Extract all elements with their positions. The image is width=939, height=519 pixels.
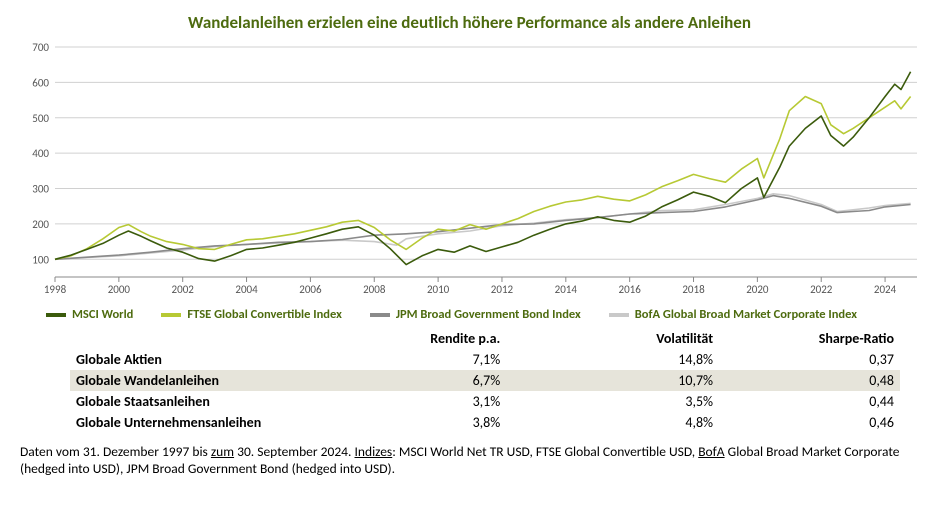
footnote-text: Daten vom 31. Dezember 1997 bis [20,443,211,460]
legend-item: MSCI World [46,307,133,322]
chart-legend: MSCI World FTSE Global Convertible Index J… [14,301,925,326]
legend-label: MSCI World [72,307,133,322]
svg-text:2018: 2018 [682,283,705,296]
legend-label: JPM Broad Government Bond Index [396,307,581,322]
svg-text:2006: 2006 [299,283,322,296]
table-cell: 0,37 [719,349,900,370]
table-cell: 7,1% [315,349,507,370]
table-cell: 0,48 [719,370,900,391]
legend-swatch [161,313,181,317]
table-cell: 14,8% [506,349,719,370]
footnote-u3: BofA [698,443,724,460]
svg-text:2024: 2024 [873,283,896,296]
table-cell: 6,7% [315,370,507,391]
legend-item: FTSE Global Convertible Index [161,307,341,322]
stats-table: Rendite p.a.VolatilitätSharpe-RatioGloba… [70,328,900,433]
line-chart: 100 200 300 400 500 600 700 1998 2000 2002 2004 200… [15,41,925,301]
table-row: Globale Unternehmensanleihen3,8%4,8%0,46 [70,412,900,433]
table-cell: 0,46 [719,412,900,433]
table-cell: 3,5% [506,391,719,412]
svg-text:200: 200 [32,218,49,231]
svg-text:2022: 2022 [810,283,833,296]
footnote-u1: zum [211,443,234,460]
svg-text:2012: 2012 [490,283,513,296]
svg-text:100: 100 [32,253,49,266]
svg-text:2010: 2010 [426,283,449,296]
legend-item: BofA Global Broad Market Corporate Index [609,307,857,322]
table-header: Volatilität [506,328,719,349]
table-cell: Globale Staatsanleihen [70,391,315,412]
table-cell: Globale Wandelanleihen [70,370,315,391]
table-row: Globale Aktien7,1%14,8%0,37 [70,349,900,370]
svg-text:2014: 2014 [554,283,577,296]
table-header: Rendite p.a. [315,328,507,349]
legend-item: JPM Broad Government Bond Index [370,307,581,322]
legend-swatch [609,313,629,317]
footnote-text: : MSCI World Net TR USD, FTSE Global Con… [392,443,698,460]
svg-text:700: 700 [32,41,49,54]
legend-label: FTSE Global Convertible Index [187,307,341,322]
table-cell: 4,8% [506,412,719,433]
svg-text:600: 600 [32,76,49,89]
table-header [70,328,315,349]
legend-label: BofA Global Broad Market Corporate Index [635,307,857,322]
footnote: Daten vom 31. Dezember 1997 bis zum 30. … [20,443,919,478]
svg-text:500: 500 [32,112,49,125]
table-cell: 3,1% [315,391,507,412]
footnote-u2: Indizes [355,443,393,460]
svg-text:2008: 2008 [363,283,386,296]
table-header: Sharpe-Ratio [719,328,900,349]
legend-swatch [370,313,390,317]
legend-swatch [46,313,66,317]
svg-text:1998: 1998 [43,283,66,296]
table-row: Globale Wandelanleihen6,7%10,7%0,48 [70,370,900,391]
footnote-text: 30. September 2024. [234,443,354,460]
chart-title: Wandelanleihen erzielen eine deutlich hö… [14,12,925,33]
svg-text:2002: 2002 [171,283,194,296]
svg-text:400: 400 [32,147,49,160]
svg-text:2000: 2000 [107,283,130,296]
table-cell: 3,8% [315,412,507,433]
svg-text:2004: 2004 [235,283,258,296]
table-cell: Globale Unternehmensanleihen [70,412,315,433]
table-cell: 10,7% [506,370,719,391]
table-cell: Globale Aktien [70,349,315,370]
table-cell: 0,44 [719,391,900,412]
svg-text:300: 300 [32,183,49,196]
svg-text:2020: 2020 [746,283,769,296]
svg-text:2016: 2016 [618,283,641,296]
table-row: Globale Staatsanleihen3,1%3,5%0,44 [70,391,900,412]
